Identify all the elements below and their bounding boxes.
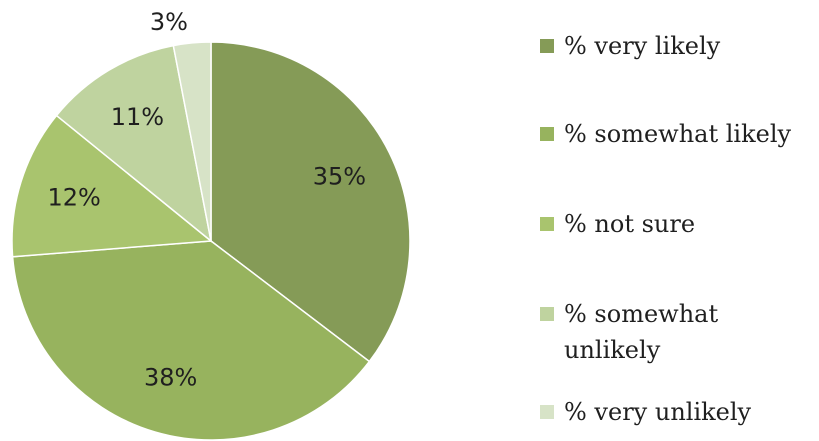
pie-slice-2 (11, 240, 371, 441)
legend-item-3: % not sure (540, 206, 814, 242)
legend-label: % not sure (564, 210, 696, 238)
slice-label-2: 38% (144, 363, 197, 391)
slice-labels: 35% 38% 12% 11% 3% (48, 8, 367, 392)
slice-label-3: 12% (48, 183, 101, 211)
legend-item-4: % somewhat unlikely (540, 296, 814, 368)
legend-swatch (540, 307, 554, 321)
pie-slice-1 (210, 41, 411, 363)
legend-swatch (540, 39, 554, 53)
legend-swatch (540, 127, 554, 141)
legend-swatch (540, 405, 554, 419)
slice-label-5: 3% (150, 8, 188, 36)
legend-label: % somewhat likely (564, 120, 792, 148)
pie-slices (11, 41, 411, 441)
pie-slice-3 (11, 114, 213, 258)
pie-slice-4 (55, 44, 213, 243)
slice-label-4: 11% (111, 103, 164, 131)
slice-label-1: 35% (313, 162, 366, 190)
pie-slice-5 (172, 41, 212, 242)
legend-item-1: % very likely (540, 28, 814, 64)
legend-item-2: % somewhat likely (540, 116, 814, 152)
legend-label: % somewhat unlikely (564, 300, 719, 364)
legend-swatch (540, 217, 554, 231)
legend-item-5: % very unlikely (540, 394, 814, 430)
legend-label: % very likely (564, 32, 721, 60)
legend-label: % very unlikely (564, 398, 752, 426)
